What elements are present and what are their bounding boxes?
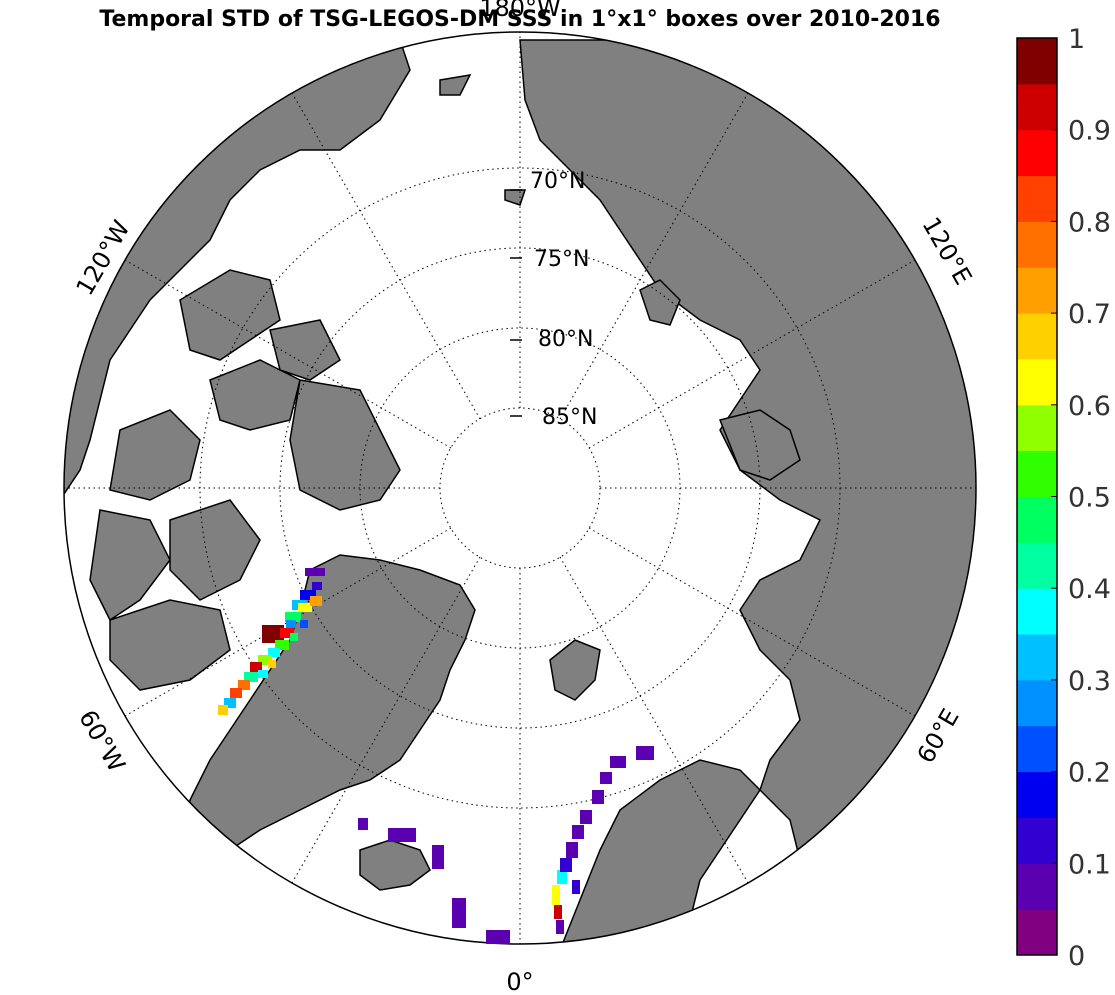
std-cell xyxy=(268,648,280,657)
colorbar-band xyxy=(1017,358,1057,406)
land-arctic-islands xyxy=(89,269,401,691)
std-cell xyxy=(300,590,316,600)
std-cell xyxy=(312,582,322,590)
std-cell xyxy=(268,660,276,668)
std-cell xyxy=(600,772,612,784)
std-cell xyxy=(592,790,604,804)
colorbar-band xyxy=(1017,175,1057,222)
std-cell xyxy=(275,640,289,650)
colorbar-band xyxy=(1017,771,1057,818)
colorbar-band xyxy=(1017,129,1057,177)
std-cell xyxy=(580,810,592,824)
std-cell xyxy=(218,705,228,715)
colorbar-band xyxy=(1017,817,1057,864)
colorbar-band xyxy=(1017,909,1057,956)
land-novaya-zemlya xyxy=(639,279,801,481)
std-cell xyxy=(358,818,368,830)
std-cell xyxy=(310,596,322,606)
colorbar-band xyxy=(1017,221,1057,268)
std-cell xyxy=(432,845,444,869)
colorbar-band xyxy=(1017,496,1057,543)
std-cell xyxy=(244,672,258,682)
lon-label-60e: 60°E xyxy=(912,704,965,768)
std-data-cells xyxy=(218,568,654,944)
lon-label-120e: 120°E xyxy=(917,212,978,289)
land-svalbard xyxy=(549,639,601,701)
colorbar: 0 0.1 0.2 0.3 0.4 0.5 0.6 0.7 0.8 0.9 1 xyxy=(1016,24,1111,972)
colorbar-tick-label: 0 xyxy=(1068,941,1085,972)
std-cell xyxy=(636,746,654,760)
std-cell xyxy=(557,870,567,884)
lon-label-180: 180°W xyxy=(479,0,561,22)
std-cell xyxy=(285,612,301,622)
map-boundary xyxy=(63,31,977,945)
colorbar-band xyxy=(1017,634,1057,681)
std-cell xyxy=(230,688,242,698)
colorbar-tick-label: 0.2 xyxy=(1068,758,1111,789)
colorbar-band xyxy=(1017,313,1057,360)
colorbar-tick-label: 0.4 xyxy=(1068,574,1111,605)
colorbar-band xyxy=(1017,863,1057,910)
colorbar-tick-label: 0.5 xyxy=(1068,483,1111,514)
colorbar-band xyxy=(1017,542,1057,589)
lat-label-75: 75°N xyxy=(534,247,589,272)
std-cell xyxy=(554,905,562,919)
colorbar-band xyxy=(1017,450,1057,497)
colorbar-band xyxy=(1017,83,1057,131)
std-cell xyxy=(572,825,584,839)
std-cell xyxy=(300,620,308,628)
lat-label-85: 85°N xyxy=(542,405,597,430)
colorbar-bands xyxy=(1017,38,1057,956)
lon-label-60w: 60°W xyxy=(73,705,130,776)
colorbar-band xyxy=(1017,267,1057,314)
colorbar-tick-label: 1 xyxy=(1068,24,1085,55)
colorbar-band xyxy=(1017,679,1057,727)
std-cell xyxy=(224,698,236,708)
std-cell xyxy=(566,842,578,858)
std-cell xyxy=(250,662,262,672)
std-cell xyxy=(280,628,294,638)
std-cell xyxy=(258,670,268,678)
std-cell xyxy=(290,633,298,641)
std-cell xyxy=(238,680,250,690)
colorbar-tick-label: 0.1 xyxy=(1068,849,1111,880)
std-cell xyxy=(560,858,572,872)
std-cell xyxy=(556,920,564,934)
colorbar-band xyxy=(1017,725,1057,773)
std-cell xyxy=(572,880,580,894)
colorbar-ticks: 0 0.1 0.2 0.3 0.4 0.5 0.6 0.7 0.8 0.9 1 xyxy=(1051,24,1111,972)
colorbar-tick-label: 0.9 xyxy=(1068,116,1111,147)
colorbar-band xyxy=(1017,588,1057,635)
std-cell xyxy=(298,603,312,612)
lon-label-0: 0° xyxy=(506,968,533,995)
std-cell xyxy=(262,625,284,643)
std-cell xyxy=(258,655,272,665)
std-cell xyxy=(610,756,626,768)
std-cell xyxy=(452,898,466,928)
lat-label-80: 80°N xyxy=(538,327,593,352)
colorbar-tick-label: 0.3 xyxy=(1068,666,1111,697)
colorbar-band xyxy=(1017,404,1057,452)
std-cell xyxy=(388,828,416,842)
colorbar-tick-label: 0.8 xyxy=(1068,207,1111,238)
std-cell xyxy=(486,930,510,944)
figure-title: Temporal STD of TSG-LEGOS-DM SSS in 1°x1… xyxy=(99,7,940,32)
std-cell xyxy=(552,885,560,905)
latitude-labels: 70°N 75°N 80°N 85°N xyxy=(510,169,597,430)
std-cell xyxy=(305,568,325,576)
colorbar-tick-label: 0.7 xyxy=(1068,299,1111,330)
colorbar-tick-label: 0.6 xyxy=(1068,391,1111,422)
land-greenland xyxy=(184,554,476,861)
colorbar-band xyxy=(1017,38,1057,85)
graticule xyxy=(64,32,976,944)
lat-label-70: 70°N xyxy=(530,169,585,194)
std-cell xyxy=(286,620,296,628)
